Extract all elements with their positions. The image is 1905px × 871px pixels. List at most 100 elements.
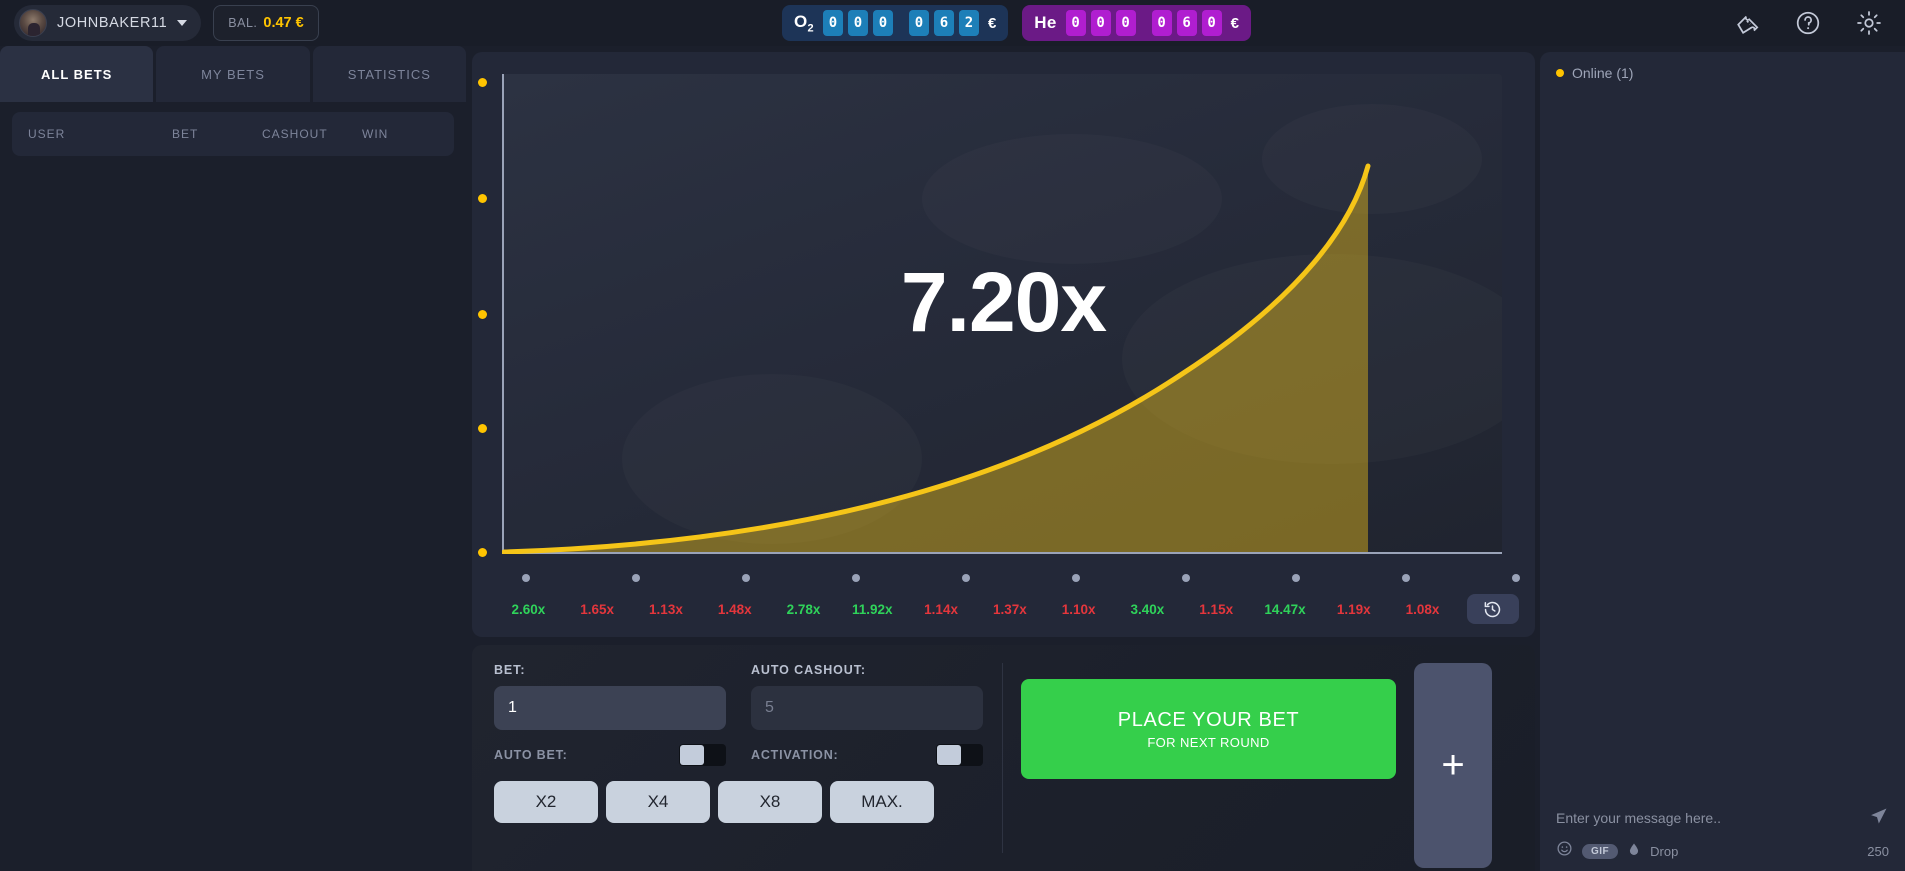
digit: 2 [958, 10, 979, 36]
counter-he[interactable]: He 0 0 0 0 6 0 € [1022, 5, 1251, 41]
y-axis-tick [478, 548, 487, 557]
auto-cashout-label: AUTO CASHOUT: [751, 663, 866, 677]
graph-card: 7.20x 2.60x 1.6 [472, 52, 1535, 637]
y-axis [502, 74, 504, 554]
history-item[interactable]: 2.78x [786, 601, 821, 617]
drop-button[interactable]: Drop [1650, 843, 1679, 859]
x-axis-tick [742, 574, 750, 582]
activation-toggle[interactable] [936, 744, 983, 766]
history-item[interactable]: 1.65x [580, 601, 615, 617]
top-bar-icons [1735, 0, 1883, 46]
auto-cashout-field-group: AUTO CASHOUT: x [751, 663, 983, 730]
history-item[interactable]: 1.14x [924, 601, 958, 617]
ticket-icon[interactable] [1735, 10, 1761, 36]
digit: 0 [872, 10, 893, 36]
x-axis-tick [1512, 574, 1520, 582]
settings-gear-icon[interactable] [1855, 9, 1883, 37]
auto-bet-toggle[interactable] [679, 744, 726, 766]
history-item[interactable]: 2.60x [511, 601, 546, 617]
history-item[interactable]: 11.92x [852, 601, 893, 617]
auto-bet-label: AUTO BET: [494, 748, 568, 762]
digit: 0 [822, 10, 843, 36]
avatar [19, 9, 47, 37]
y-axis-tick [478, 424, 487, 433]
x-axis-tick [852, 574, 860, 582]
digit: 0 [908, 10, 929, 36]
balance-value: 0.47 € [263, 15, 304, 31]
add-bet-panel-button[interactable]: + [1414, 663, 1492, 868]
counter-o2[interactable]: O2 0 0 0 0 6 2 € [782, 5, 1009, 41]
user-menu[interactable]: JOHNBAKER11 [14, 5, 202, 41]
history-item[interactable]: 1.10x [1061, 601, 1096, 617]
droplet-icon[interactable] [1627, 841, 1641, 862]
column-header-cashout: CASHOUT [262, 127, 328, 141]
x-axis [502, 552, 1502, 554]
multiplier-curve [502, 163, 1371, 554]
chat-message-input[interactable] [1556, 810, 1869, 826]
place-bet-title: PLACE YOUR BET [1117, 708, 1300, 731]
round-history: 2.60x 1.65x 1.13x 1.48x 2.78x 11.92x 1.1… [472, 581, 1535, 637]
multiply-x4-button[interactable]: X4 [606, 781, 710, 823]
counter-o2-label: O2 [794, 11, 814, 35]
history-item[interactable]: 3.40x [1130, 601, 1165, 617]
digit: 0 [1115, 10, 1136, 36]
quick-multiply-buttons: X2 X4 X8 MAX. [494, 781, 994, 823]
x-axis-tick [1072, 574, 1080, 582]
chat-online-status: Online (1) [1540, 52, 1905, 94]
bet-panel: BET: € AUTO CASHOUT: x AUTO BET: [472, 645, 1535, 871]
history-item[interactable]: 1.08x [1405, 601, 1440, 617]
history-clock-icon[interactable] [1466, 594, 1519, 624]
place-bet-button[interactable]: PLACE YOUR BET FOR NEXT ROUND [1021, 679, 1396, 779]
history-item[interactable]: 1.48x [717, 601, 752, 617]
digit: 6 [1176, 10, 1197, 36]
counter-he-label: He [1034, 13, 1057, 32]
history-item[interactable]: 1.37x [992, 601, 1027, 617]
bets-sidebar: ALL BETS MY BETS STATISTICS USER BET CAS… [0, 46, 466, 871]
x-axis-tick [962, 574, 970, 582]
multiply-max-button[interactable]: MAX. [830, 781, 934, 823]
chat-panel: Online (1) GIF [1540, 52, 1905, 871]
x-axis-tick [1402, 574, 1410, 582]
online-status-dot [1556, 69, 1564, 77]
game-area: 7.20x 2.60x 1.6 [472, 52, 1535, 637]
emoji-icon[interactable] [1556, 840, 1573, 862]
place-bet-subtitle: FOR NEXT ROUND [1147, 734, 1270, 750]
column-header-bet: BET [172, 127, 199, 141]
gif-button[interactable]: GIF [1582, 843, 1619, 859]
history-item[interactable]: 1.13x [649, 601, 683, 617]
multiply-x8-button[interactable]: X8 [718, 781, 822, 823]
column-header-user: USER [28, 127, 66, 141]
chevron-down-icon[interactable] [177, 20, 188, 26]
online-count-label: Online (1) [1572, 65, 1634, 81]
bet-amount-input[interactable] [494, 686, 726, 730]
auto-cashout-input[interactable] [751, 686, 983, 730]
bet-label: BET: [494, 663, 526, 677]
sky-background [502, 74, 1502, 554]
digit: 0 [1065, 10, 1086, 36]
chat-composer: GIF Drop 250 [1540, 799, 1905, 871]
balance-chip[interactable]: BAL. 0.47 € [213, 5, 319, 41]
history-item[interactable]: 1.19x [1336, 601, 1371, 617]
column-header-win: WIN [362, 127, 389, 141]
digit: 0 [1201, 10, 1222, 36]
send-icon[interactable] [1869, 806, 1889, 831]
tab-all-bets[interactable]: ALL BETS [0, 46, 154, 102]
x-axis-tick [1182, 574, 1190, 582]
digit: 6 [933, 10, 954, 36]
bet-controls: BET: € AUTO CASHOUT: x AUTO BET: [494, 663, 994, 871]
history-item[interactable]: 14.47x [1264, 601, 1306, 617]
history-item[interactable]: 1.15x [1199, 601, 1234, 617]
digit: 0 [847, 10, 868, 36]
username-label: JOHNBAKER11 [57, 15, 168, 31]
multiply-x2-button[interactable]: X2 [494, 781, 598, 823]
currency-symbol: € [1230, 14, 1239, 32]
x-axis-tick [632, 574, 640, 582]
chat-messages-list [1540, 94, 1905, 794]
help-icon[interactable] [1795, 10, 1821, 36]
tab-my-bets[interactable]: MY BETS [156, 46, 310, 102]
x-axis-tick [522, 574, 530, 582]
y-axis-tick [478, 194, 487, 203]
tab-statistics[interactable]: STATISTICS [312, 46, 466, 102]
digit: 0 [1090, 10, 1111, 36]
bets-tabs: ALL BETS MY BETS STATISTICS [0, 46, 466, 102]
